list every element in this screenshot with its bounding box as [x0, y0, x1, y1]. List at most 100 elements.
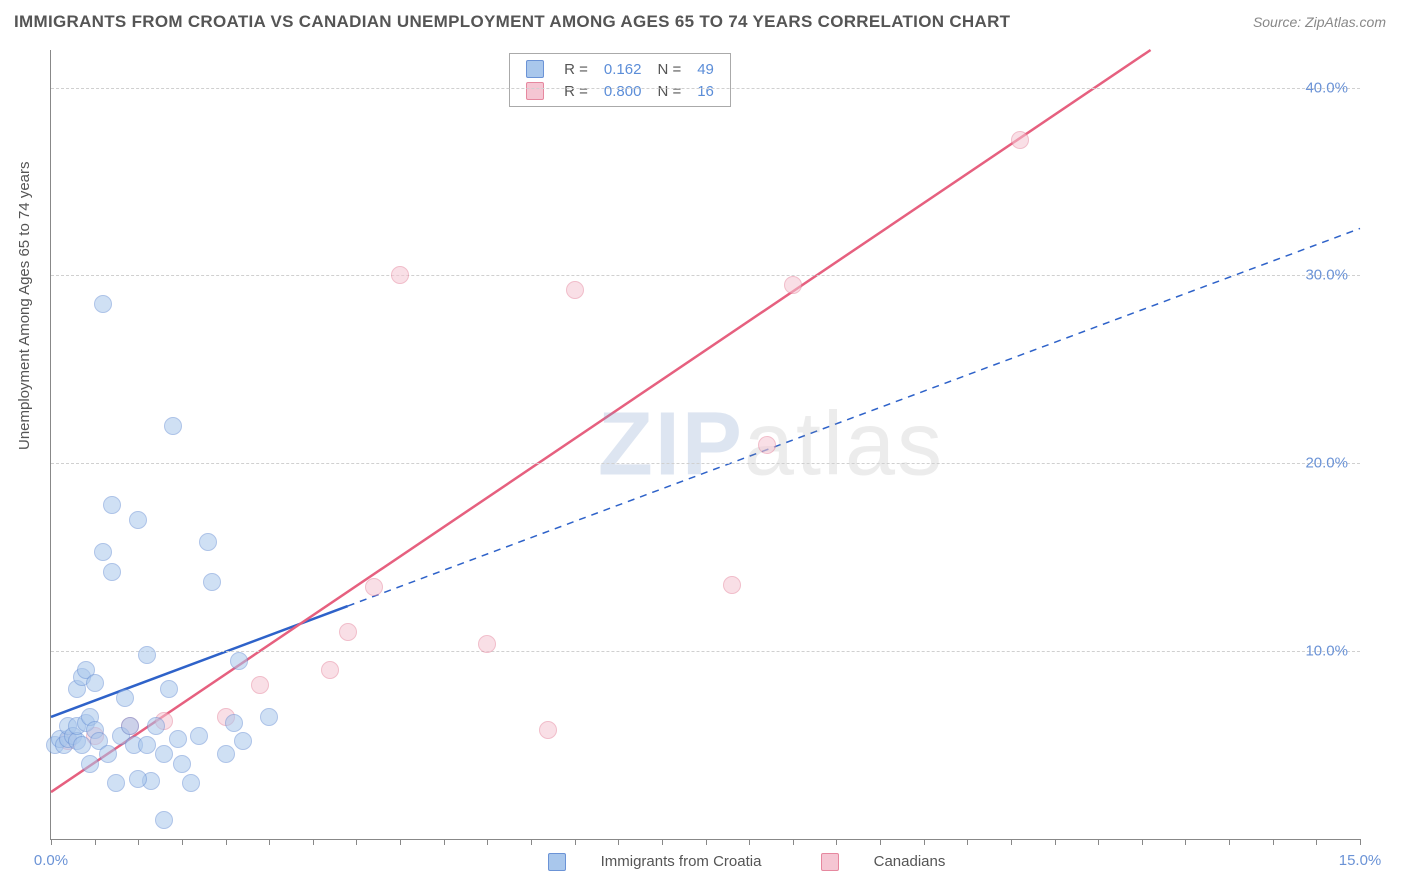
- data-point-blue: [217, 745, 235, 763]
- data-point-blue: [116, 689, 134, 707]
- data-point-blue: [103, 563, 121, 581]
- data-point-blue: [260, 708, 278, 726]
- data-point-pink: [365, 578, 383, 596]
- data-point-blue: [138, 646, 156, 664]
- data-point-blue: [173, 755, 191, 773]
- data-point-blue: [155, 745, 173, 763]
- x-tick-mark: [618, 839, 619, 845]
- legend-row-pink: R = 0.800 N = 16: [518, 80, 722, 102]
- y-tick-label: 30.0%: [1305, 267, 1348, 284]
- x-tick-label: 15.0%: [1339, 852, 1382, 869]
- x-tick-mark: [836, 839, 837, 845]
- x-tick-mark: [924, 839, 925, 845]
- x-tick-mark: [1011, 839, 1012, 845]
- data-point-blue: [73, 736, 91, 754]
- data-point-pink: [723, 576, 741, 594]
- x-tick-mark: [749, 839, 750, 845]
- correlation-table: R = 0.162 N = 49 R = 0.800 N = 16: [518, 58, 722, 102]
- legend-swatch: [821, 853, 839, 871]
- legend-item: Immigrants from Croatia: [548, 853, 791, 870]
- x-tick-mark: [1229, 839, 1230, 845]
- x-tick-mark: [1055, 839, 1056, 845]
- x-tick-mark: [880, 839, 881, 845]
- x-tick-mark: [400, 839, 401, 845]
- n-value-pink: 16: [689, 80, 722, 102]
- x-tick-mark: [95, 839, 96, 845]
- grid-h: [51, 88, 1360, 89]
- y-tick-label: 20.0%: [1305, 455, 1348, 472]
- legend-label: Canadians: [869, 853, 945, 870]
- x-tick-mark: [531, 839, 532, 845]
- data-point-blue: [230, 652, 248, 670]
- data-point-blue: [155, 811, 173, 829]
- data-point-blue: [182, 774, 200, 792]
- legend-label: Immigrants from Croatia: [596, 853, 761, 870]
- y-axis-label: Unemployment Among Ages 65 to 74 years: [16, 161, 33, 450]
- data-point-blue: [225, 714, 243, 732]
- data-point-blue: [99, 745, 117, 763]
- correlation-legend: R = 0.162 N = 49 R = 0.800 N = 16: [509, 53, 731, 107]
- data-point-blue: [164, 417, 182, 435]
- x-tick-mark: [356, 839, 357, 845]
- x-tick-mark: [793, 839, 794, 845]
- data-point-blue: [147, 717, 165, 735]
- x-tick-mark: [662, 839, 663, 845]
- grid-h: [51, 463, 1360, 464]
- r-label: R =: [556, 80, 596, 102]
- x-tick-label: 0.0%: [34, 852, 68, 869]
- data-point-blue: [103, 496, 121, 514]
- legend-item: Canadians: [821, 853, 975, 870]
- swatch-blue: [526, 60, 544, 78]
- x-tick-mark: [1185, 839, 1186, 845]
- data-point-pink: [391, 266, 409, 284]
- legend-swatch: [548, 853, 566, 871]
- data-point-blue: [234, 732, 252, 750]
- trend-lines-svg: [51, 50, 1360, 839]
- data-point-blue: [94, 295, 112, 313]
- x-tick-mark: [226, 839, 227, 845]
- data-point-blue: [138, 736, 156, 754]
- data-point-pink: [251, 676, 269, 694]
- swatch-pink: [526, 82, 544, 100]
- series-legend: Immigrants from Croatia Canadians: [548, 853, 1005, 871]
- plot-area: ZIPatlas R = 0.162 N = 49 R = 0.800 N = …: [50, 50, 1360, 840]
- n-value-blue: 49: [689, 58, 722, 80]
- x-tick-mark: [706, 839, 707, 845]
- data-point-blue: [121, 717, 139, 735]
- legend-row-blue: R = 0.162 N = 49: [518, 58, 722, 80]
- y-tick-label: 40.0%: [1305, 79, 1348, 96]
- grid-h: [51, 651, 1360, 652]
- x-tick-mark: [444, 839, 445, 845]
- r-label: R =: [556, 58, 596, 80]
- x-tick-mark: [1273, 839, 1274, 845]
- x-tick-mark: [967, 839, 968, 845]
- data-point-pink: [478, 635, 496, 653]
- n-label: N =: [649, 58, 689, 80]
- x-tick-mark: [1142, 839, 1143, 845]
- trend-line: [348, 228, 1360, 606]
- x-tick-mark: [487, 839, 488, 845]
- data-point-blue: [190, 727, 208, 745]
- x-tick-mark: [575, 839, 576, 845]
- data-point-blue: [107, 774, 125, 792]
- x-tick-mark: [51, 839, 52, 845]
- data-point-blue: [169, 730, 187, 748]
- x-tick-mark: [1098, 839, 1099, 845]
- data-point-blue: [129, 511, 147, 529]
- chart-title: IMMIGRANTS FROM CROATIA VS CANADIAN UNEM…: [14, 12, 1010, 32]
- data-point-pink: [758, 436, 776, 454]
- data-point-blue: [203, 573, 221, 591]
- data-point-pink: [321, 661, 339, 679]
- data-point-pink: [784, 276, 802, 294]
- data-point-blue: [86, 674, 104, 692]
- data-point-pink: [539, 721, 557, 739]
- data-point-pink: [1011, 131, 1029, 149]
- source-label: Source: ZipAtlas.com: [1253, 14, 1386, 30]
- grid-h: [51, 275, 1360, 276]
- x-tick-mark: [1316, 839, 1317, 845]
- data-point-blue: [160, 680, 178, 698]
- data-point-blue: [81, 755, 99, 773]
- x-tick-mark: [313, 839, 314, 845]
- data-point-pink: [566, 281, 584, 299]
- x-tick-mark: [269, 839, 270, 845]
